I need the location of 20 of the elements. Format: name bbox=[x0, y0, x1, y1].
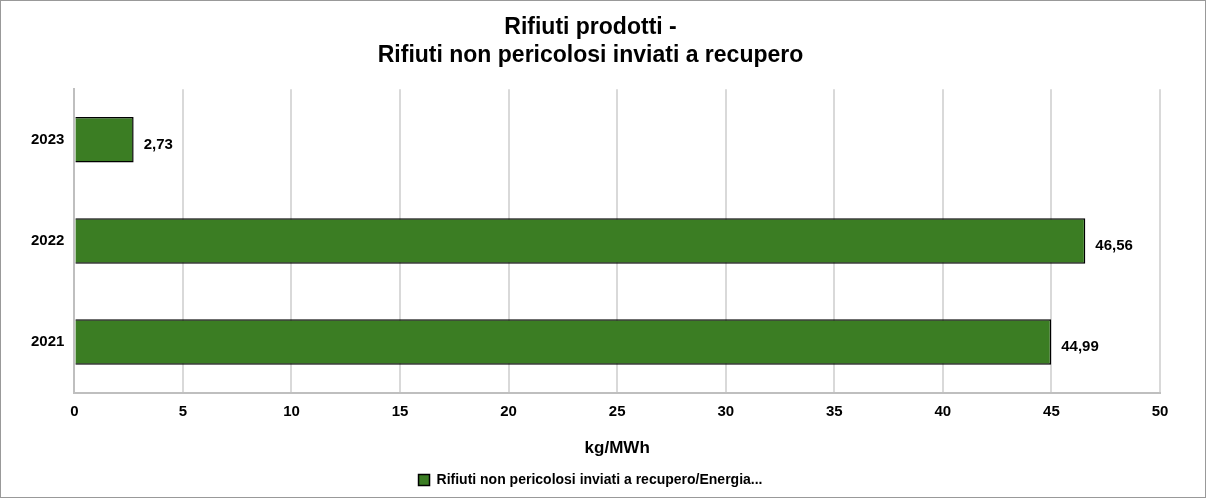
data-label: 44,99 bbox=[1061, 337, 1099, 355]
x-tick-label: 5 bbox=[178, 401, 188, 419]
x-tick-label: 0 bbox=[70, 401, 79, 419]
x-tick-label: 50 bbox=[1151, 401, 1169, 419]
x-tick-label: 30 bbox=[717, 401, 735, 419]
y-tick-label: 2023 bbox=[30, 129, 65, 147]
x-tick-label: 40 bbox=[934, 401, 952, 419]
y-tick-label: 2022 bbox=[30, 231, 65, 249]
x-tick-label: 35 bbox=[825, 401, 843, 419]
x-tick-label: 20 bbox=[500, 401, 517, 419]
data-label: 46,56 bbox=[1095, 236, 1133, 254]
x-tick-label: 45 bbox=[1043, 401, 1060, 419]
data-label: 2,73 bbox=[143, 134, 173, 152]
chart-title: Rifiuti prodotti - Rifiuti non pericolosi inviati a recupero bbox=[377, 13, 804, 67]
x-tick-label: 15 bbox=[391, 401, 409, 419]
x-tick-label: 10 bbox=[283, 401, 300, 419]
legend-label: Rifiuti non pericolosi inviati a recupero/Energia... bbox=[436, 470, 763, 487]
y-tick-label: 2021 bbox=[30, 332, 65, 350]
x-axis-title: kg/MWh bbox=[584, 438, 650, 458]
x-tick-label: 25 bbox=[608, 401, 626, 419]
